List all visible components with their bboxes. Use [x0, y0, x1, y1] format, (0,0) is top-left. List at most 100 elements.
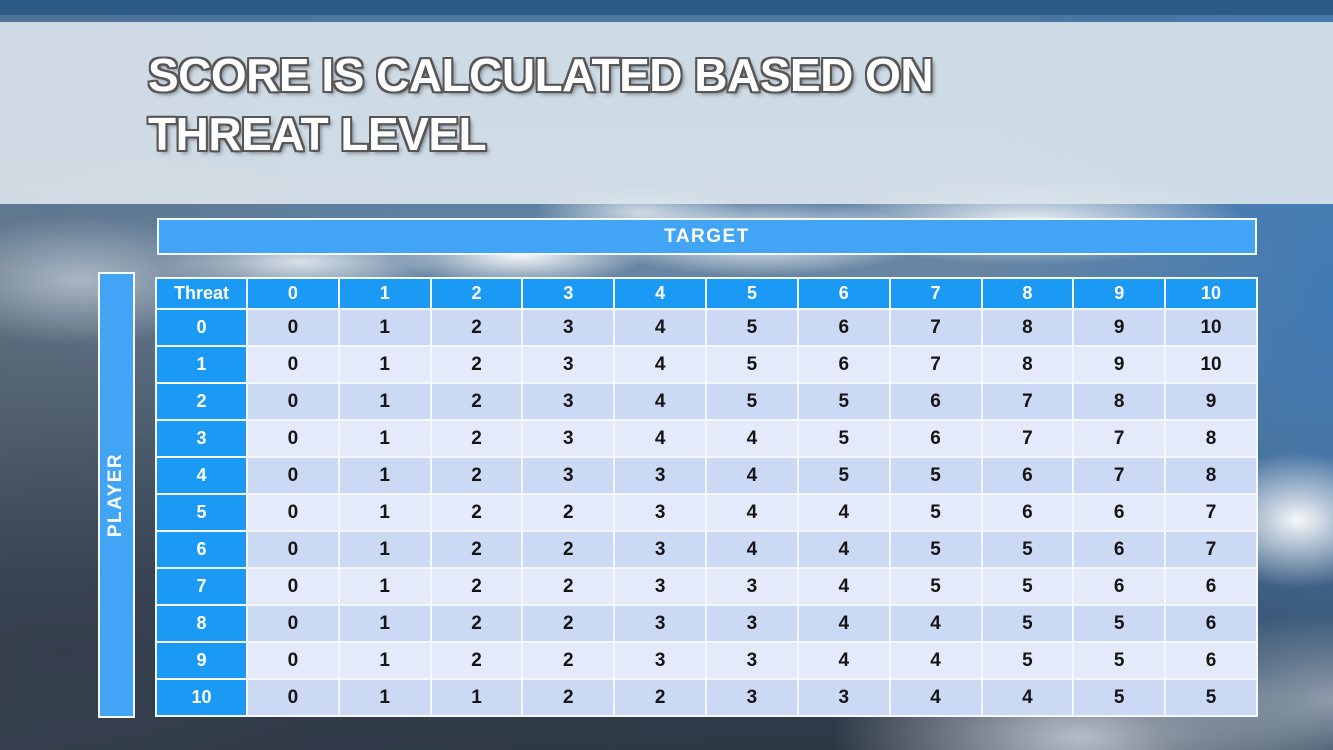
score-cell: 3 — [705, 641, 799, 680]
score-matrix-table: Threat 0 1 2 3 4 5 6 7 8 9 10 0 0 1 2 3 4 5 6 7 8 9 10 1 0 1 2 3 4 5… — [155, 277, 1258, 717]
row-header: 5 — [155, 493, 248, 532]
score-cell: 0 — [246, 493, 340, 532]
score-cell: 6 — [1072, 567, 1167, 606]
score-cell: 2 — [429, 382, 524, 421]
score-cell: 3 — [796, 678, 891, 717]
table-row: 0 0 1 2 3 4 5 6 7 8 9 10 — [155, 308, 1258, 347]
row-header: 2 — [155, 382, 248, 421]
column-header: 7 — [888, 277, 983, 310]
score-cell: 8 — [1072, 382, 1167, 421]
score-cell: 7 — [1072, 456, 1167, 495]
score-cell: 7 — [888, 308, 983, 347]
score-cell: 6 — [980, 456, 1075, 495]
score-cell: 1 — [337, 456, 432, 495]
score-cell: 10 — [1164, 345, 1258, 384]
score-cell: 3 — [521, 382, 616, 421]
score-cell: 4 — [796, 604, 891, 643]
score-cell: 2 — [521, 493, 616, 532]
score-cell: 2 — [429, 604, 524, 643]
score-cell: 4 — [613, 419, 708, 458]
row-header: 3 — [155, 419, 248, 458]
table-row: 10 0 1 1 2 2 3 3 4 4 5 5 — [155, 678, 1258, 717]
column-header: 3 — [521, 277, 616, 310]
score-cell: 4 — [796, 493, 891, 532]
row-header: 10 — [155, 678, 248, 717]
score-cell: 0 — [246, 530, 340, 569]
score-cell: 6 — [1164, 567, 1258, 606]
score-cell: 0 — [246, 382, 340, 421]
score-cell: 9 — [1164, 382, 1258, 421]
score-cell: 3 — [613, 604, 708, 643]
corner-header: Threat — [155, 277, 248, 310]
score-cell: 0 — [246, 678, 340, 717]
score-cell: 3 — [613, 530, 708, 569]
score-cell: 1 — [337, 419, 432, 458]
score-cell: 7 — [1164, 530, 1258, 569]
score-cell: 3 — [521, 345, 616, 384]
score-cell: 4 — [705, 419, 799, 458]
score-cell: 4 — [613, 345, 708, 384]
score-cell: 9 — [1072, 345, 1167, 384]
score-cell: 6 — [1072, 493, 1167, 532]
score-cell: 4 — [613, 382, 708, 421]
score-cell: 5 — [888, 493, 983, 532]
score-cell: 0 — [246, 419, 340, 458]
player-axis-bar: PLAYER — [98, 272, 135, 718]
score-cell: 1 — [429, 678, 524, 717]
score-cell: 3 — [613, 567, 708, 606]
score-cell: 4 — [796, 530, 891, 569]
target-axis-label: TARGET — [664, 225, 750, 247]
score-cell: 8 — [980, 308, 1075, 347]
score-cell: 10 — [1164, 308, 1258, 347]
score-cell: 1 — [337, 678, 432, 717]
score-cell: 3 — [521, 308, 616, 347]
score-cell: 3 — [521, 419, 616, 458]
score-cell: 2 — [429, 493, 524, 532]
page-title: SCORE IS CALCULATED BASED ON THREAT LEVE… — [148, 46, 934, 164]
score-cell: 5 — [980, 641, 1075, 680]
column-header: 9 — [1072, 277, 1167, 310]
score-cell: 7 — [888, 345, 983, 384]
score-cell: 4 — [705, 530, 799, 569]
score-cell: 5 — [980, 604, 1075, 643]
score-cell: 6 — [796, 308, 891, 347]
target-axis-bar: TARGET — [157, 218, 1257, 255]
score-cell: 6 — [888, 382, 983, 421]
score-cell: 7 — [1072, 419, 1167, 458]
score-cell: 4 — [888, 641, 983, 680]
column-header: 6 — [796, 277, 891, 310]
score-cell: 3 — [613, 493, 708, 532]
score-cell: 9 — [1072, 308, 1167, 347]
score-cell: 3 — [705, 567, 799, 606]
score-cell: 1 — [337, 308, 432, 347]
matrix-header-row: Threat 0 1 2 3 4 5 6 7 8 9 10 — [155, 277, 1258, 310]
score-cell: 0 — [246, 567, 340, 606]
score-cell: 2 — [613, 678, 708, 717]
score-cell: 7 — [980, 382, 1075, 421]
score-cell: 8 — [980, 345, 1075, 384]
score-cell: 6 — [888, 419, 983, 458]
score-cell: 1 — [337, 641, 432, 680]
score-cell: 2 — [429, 419, 524, 458]
page-title-line-1: SCORE IS CALCULATED BASED ON — [148, 49, 934, 101]
score-cell: 2 — [429, 308, 524, 347]
score-cell: 0 — [246, 308, 340, 347]
row-header: 4 — [155, 456, 248, 495]
score-cell: 8 — [1164, 419, 1258, 458]
score-cell: 2 — [521, 604, 616, 643]
column-header: 5 — [705, 277, 799, 310]
score-cell: 4 — [796, 567, 891, 606]
score-cell: 2 — [521, 678, 616, 717]
score-cell: 2 — [429, 530, 524, 569]
score-cell: 1 — [337, 567, 432, 606]
score-cell: 4 — [888, 604, 983, 643]
score-cell: 4 — [796, 641, 891, 680]
score-cell: 5 — [705, 308, 799, 347]
score-cell: 6 — [1164, 641, 1258, 680]
score-cell: 0 — [246, 345, 340, 384]
score-cell: 2 — [521, 641, 616, 680]
